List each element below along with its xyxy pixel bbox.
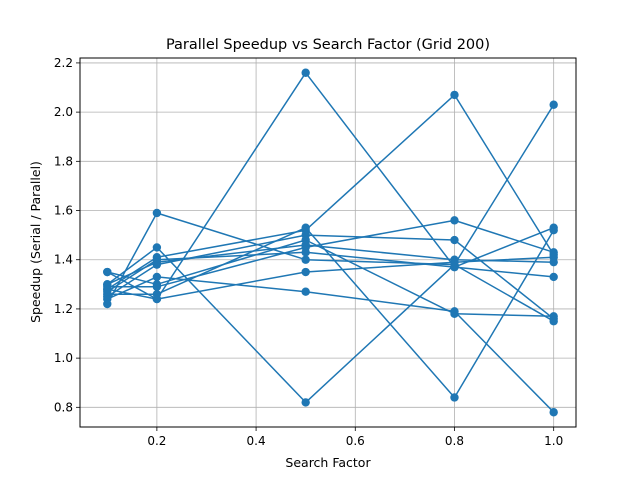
- data-point: [152, 294, 162, 304]
- data-point: [450, 235, 459, 245]
- data-point: [103, 267, 112, 277]
- data-point: [549, 253, 558, 262]
- y-tick-label: 1.4: [54, 253, 73, 267]
- x-axis-label: Search Factor: [285, 455, 371, 470]
- series-layer: [103, 68, 558, 417]
- y-tick-label: 0.8: [54, 400, 73, 414]
- x-tick-label: 0.6: [346, 434, 365, 448]
- data-point: [152, 280, 162, 289]
- data-point: [152, 257, 162, 267]
- data-point: [152, 208, 162, 218]
- grid-lines: [80, 58, 576, 427]
- data-point: [450, 309, 459, 319]
- data-point: [549, 408, 558, 417]
- data-point: [301, 223, 310, 232]
- plot-frame: [79, 57, 577, 428]
- y-tick-label: 2.0: [54, 105, 73, 119]
- data-point: [301, 68, 310, 77]
- y-tick-label: 1.8: [54, 154, 73, 168]
- data-point: [152, 243, 162, 252]
- y-tick-label: 1.0: [54, 351, 73, 365]
- data-point: [103, 285, 112, 294]
- data-point: [301, 255, 310, 264]
- data-point: [301, 267, 310, 277]
- y-tick-label: 1.6: [54, 204, 73, 218]
- x-axis: 0.2 0.4 0.6 0.8 1.0: [147, 427, 563, 448]
- chart-title: Parallel Speedup vs Search Factor (Grid …: [166, 37, 490, 53]
- data-point: [450, 257, 459, 267]
- data-point: [549, 272, 558, 282]
- data-point: [152, 272, 162, 282]
- data-point: [549, 226, 558, 235]
- x-tick-label: 0.8: [445, 434, 464, 448]
- x-tick-label: 0.4: [247, 434, 266, 448]
- series-line: [106, 276, 555, 413]
- data-point: [450, 90, 459, 100]
- data-point: [301, 287, 310, 296]
- series-line: [107, 226, 555, 399]
- data-point: [450, 393, 459, 402]
- data-point: [549, 100, 558, 109]
- y-axis-label: Speedup (Serial / Parallel): [28, 161, 43, 323]
- y-tick-label: 2.2: [54, 56, 73, 70]
- y-axis: 0.8 1.0 1.2 1.4 1.6 1.8 2.0 2.2: [54, 56, 80, 414]
- y-tick-label: 1.2: [54, 302, 73, 316]
- data-point: [301, 398, 310, 407]
- data-point: [301, 240, 310, 250]
- data-point: [549, 312, 558, 321]
- x-tick-label: 0.2: [147, 434, 166, 448]
- series-line: [106, 212, 555, 322]
- data-point: [301, 248, 310, 257]
- x-tick-label: 1.0: [544, 434, 563, 448]
- data-point: [450, 216, 459, 225]
